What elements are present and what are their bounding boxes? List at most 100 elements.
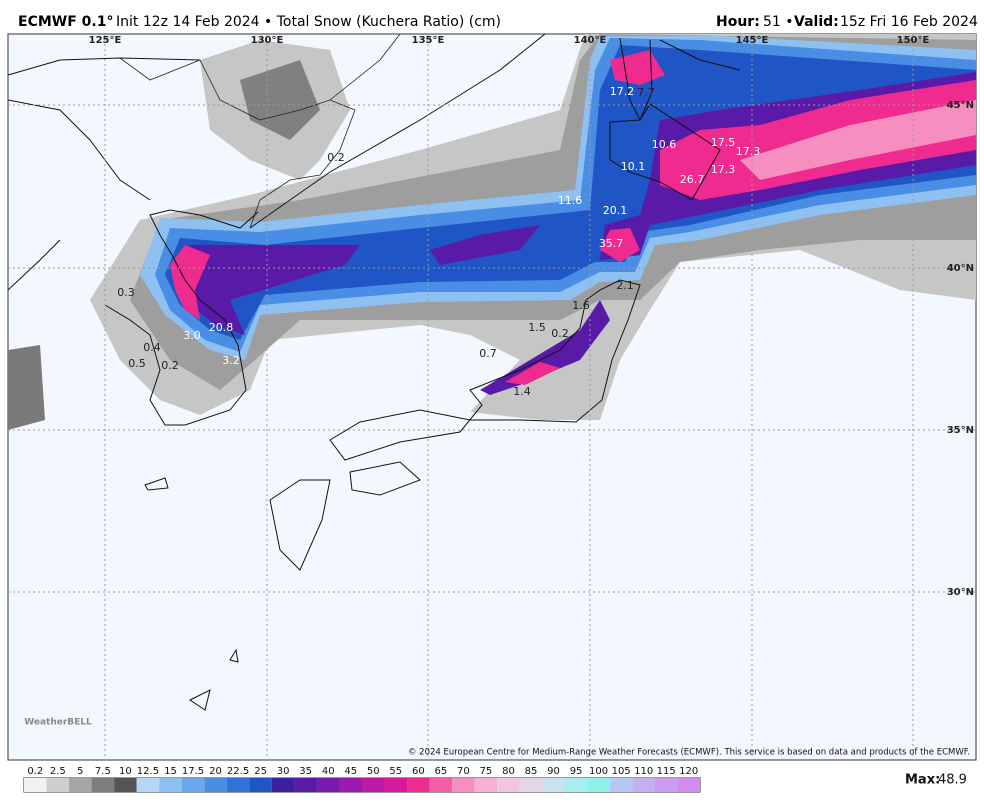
hour-label: Hour: <box>716 14 760 30</box>
valid: 15z Fri 16 Feb 2024 <box>840 14 978 30</box>
snow-field <box>8 34 976 430</box>
lat-label: 35°N <box>947 425 974 436</box>
snow-amount-label: 11.6 <box>558 194 583 207</box>
colorbar-label: 0.2 <box>27 766 43 777</box>
snow-amount-label: 10.6 <box>652 138 677 151</box>
colorbar-label: 70 <box>457 766 470 777</box>
colorbar-swatch <box>46 778 70 792</box>
map-title: Init 12z 14 Feb 2024 • Total Snow (Kuche… <box>116 14 501 30</box>
snow-amount-label: 0.4 <box>143 341 161 354</box>
colorbar-swatch <box>384 778 408 792</box>
snow-amount-label: 10.1 <box>621 160 646 173</box>
colorbar-swatch <box>69 778 92 792</box>
max-label: Max: <box>905 773 940 788</box>
snow-amount-label: 1.4 <box>513 385 531 398</box>
snow-amount-label: 17.2 <box>610 85 635 98</box>
colorbar-label: 105 <box>612 766 631 777</box>
colorbar-label: 100 <box>589 766 608 777</box>
snow-amount-label: 1.6 <box>572 299 590 312</box>
colorbar-swatch <box>114 778 137 792</box>
hour: 51 • <box>763 14 794 30</box>
colorbar-swatch <box>519 778 543 792</box>
snow-amount-label: 17.5 <box>711 136 736 149</box>
snow-amount-label: 20.8 <box>209 321 234 334</box>
lon-label: 145°E <box>736 35 769 46</box>
colorbar-label: 110 <box>634 766 653 777</box>
colorbar-swatch <box>429 778 453 792</box>
snow-amount-label: 1.5 <box>528 321 546 334</box>
snow-amount-label: 17.3 <box>736 145 761 158</box>
colorbar-label: 35 <box>299 766 312 777</box>
colorbar-label: 85 <box>525 766 538 777</box>
colorbar-swatch <box>407 778 430 792</box>
colorbar-label: 80 <box>502 766 515 777</box>
colorbar-swatch <box>654 778 678 792</box>
lon-label: 130°E <box>251 35 284 46</box>
colorbar-swatch <box>609 778 633 792</box>
snow-amount-label: 17.3 <box>711 163 736 176</box>
lat-label: 40°N <box>947 263 974 274</box>
colorbar-label: 10 <box>119 766 132 777</box>
colorbar-swatch <box>226 778 250 792</box>
snow-amount-label: 0.7 <box>479 347 497 360</box>
colorbar-swatch <box>542 778 565 792</box>
colorbar-swatch <box>204 778 227 792</box>
colorbar-label: 45 <box>344 766 357 777</box>
snow-amount-label: 0.5 <box>128 357 146 370</box>
snow-amount-label: 0.3 <box>117 286 135 299</box>
colorbar-label: 60 <box>412 766 425 777</box>
colorbar-label: 95 <box>570 766 583 777</box>
colorbar-label: 5 <box>77 766 83 777</box>
lon-label: 150°E <box>897 35 930 46</box>
colorbar-label: 120 <box>679 766 698 777</box>
lon-label: 140°E <box>574 35 607 46</box>
colorbar-label: 22.5 <box>227 766 249 777</box>
colorbar-swatch <box>294 778 317 792</box>
colorbar-label: 20 <box>209 766 222 777</box>
colorbar-swatch <box>181 778 205 792</box>
credit: © 2024 European Centre for Medium-Range … <box>408 748 970 758</box>
lat-label: 45°N <box>947 100 974 111</box>
colorbar-label: 30 <box>277 766 290 777</box>
colorbar-label: 40 <box>322 766 335 777</box>
model-name: ECMWF 0.1° <box>18 14 113 30</box>
snow-amount-label: 2.1 <box>616 279 634 292</box>
colorbar-swatch <box>587 778 610 792</box>
colorbar-swatch <box>677 778 700 792</box>
brand-watermark: WeatherBELL <box>24 718 92 728</box>
max-value: 48.9 <box>938 773 967 788</box>
coastlines <box>8 34 741 711</box>
snow-amount-label: 20.1 <box>603 204 628 217</box>
colorbar-swatch <box>316 778 340 792</box>
colorbar-label: 75 <box>480 766 493 777</box>
colorbar-swatch <box>452 778 475 792</box>
colorbar-label: 55 <box>389 766 402 777</box>
colorbar-swatch <box>362 778 385 792</box>
colorbar-label: 17.5 <box>182 766 204 777</box>
map <box>7 33 977 761</box>
colorbar-label: 12.5 <box>137 766 159 777</box>
colorbar-swatch <box>564 778 588 792</box>
snow-amount-label: 3.2 <box>222 354 240 367</box>
colorbar-swatch <box>24 778 47 792</box>
colorbar-label: 2.5 <box>50 766 66 777</box>
lon-label: 125°E <box>89 35 122 46</box>
snow-amount-label: 0.2 <box>327 151 345 164</box>
colorbar-swatch <box>497 778 520 792</box>
colorbar-swatch <box>91 778 115 792</box>
colorbar-swatch <box>271 778 295 792</box>
colorbar-label: 50 <box>367 766 380 777</box>
colorbar-swatch <box>136 778 160 792</box>
colorbar-swatch <box>474 778 498 792</box>
snow-amount-label: 35.7 <box>599 237 624 250</box>
snow-amount-label: 0.2 <box>161 359 179 372</box>
colorbar-label: 115 <box>657 766 676 777</box>
snow-amount-label: 3.0 <box>183 329 201 342</box>
colorbar-swatch <box>249 778 272 792</box>
snow-amount-label: 26.7 <box>680 173 705 186</box>
colorbar-label: 90 <box>547 766 560 777</box>
valid-label: Valid: <box>794 14 839 30</box>
colorbar-swatch <box>159 778 182 792</box>
lat-label: 30°N <box>947 587 974 598</box>
